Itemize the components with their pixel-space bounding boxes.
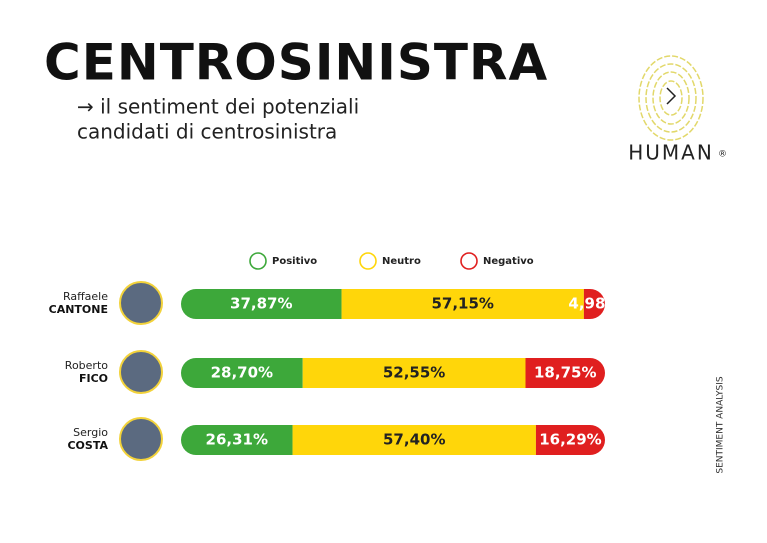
photo <box>119 350 163 394</box>
bar-segment <box>525 358 605 388</box>
category-last: FICO <box>79 372 108 385</box>
legend-label: Positivo <box>272 256 317 267</box>
category-first: Roberto <box>65 359 108 372</box>
bar-segment <box>341 289 584 319</box>
value-label: 4,98% <box>568 295 620 313</box>
value-label: 16,29% <box>539 431 601 449</box>
chart-title: CENTROSINISTRA <box>44 34 548 92</box>
value-label: 37,87% <box>230 295 292 313</box>
legend-icon <box>460 252 478 270</box>
value-label: 28,70% <box>211 364 273 382</box>
bar-segment <box>292 425 536 455</box>
bar-segment <box>181 358 303 388</box>
photo <box>119 281 163 325</box>
bar-segment <box>302 358 526 388</box>
legend-item: Negativo <box>460 252 534 270</box>
bar-segment <box>583 289 605 319</box>
value-label: 57,40% <box>383 431 445 449</box>
logo <box>638 55 704 141</box>
brand-mark: ® <box>718 150 727 160</box>
legend-label: Negativo <box>483 256 534 267</box>
bar-segment <box>181 425 293 455</box>
category-first: Raffaele <box>63 290 108 303</box>
bar-row <box>181 358 605 388</box>
side-label: SENTIMENT ANALYSIS <box>716 376 726 474</box>
photo <box>119 417 163 461</box>
subtitle: → il sentiment dei potenziali <box>77 95 359 119</box>
value-label: 52,55% <box>383 364 445 382</box>
bar-row <box>181 425 605 455</box>
bar-row <box>181 289 605 319</box>
legend-item: Positivo <box>249 252 317 270</box>
value-label: 26,31% <box>206 431 268 449</box>
legend-item: Neutro <box>359 252 421 270</box>
category-last: COSTA <box>67 439 108 452</box>
bar-segment <box>181 289 342 319</box>
category-first: Sergio <box>73 426 108 439</box>
legend-label: Neutro <box>382 256 421 267</box>
value-label: 57,15% <box>431 295 493 313</box>
legend-icon <box>359 252 377 270</box>
bar-segment <box>535 425 605 455</box>
legend-icon <box>249 252 267 270</box>
subtitle: candidati di centrosinistra <box>77 120 337 144</box>
category-last: CANTONE <box>49 303 108 316</box>
brand: HUMAN <box>628 141 714 165</box>
value-label: 18,75% <box>534 364 596 382</box>
